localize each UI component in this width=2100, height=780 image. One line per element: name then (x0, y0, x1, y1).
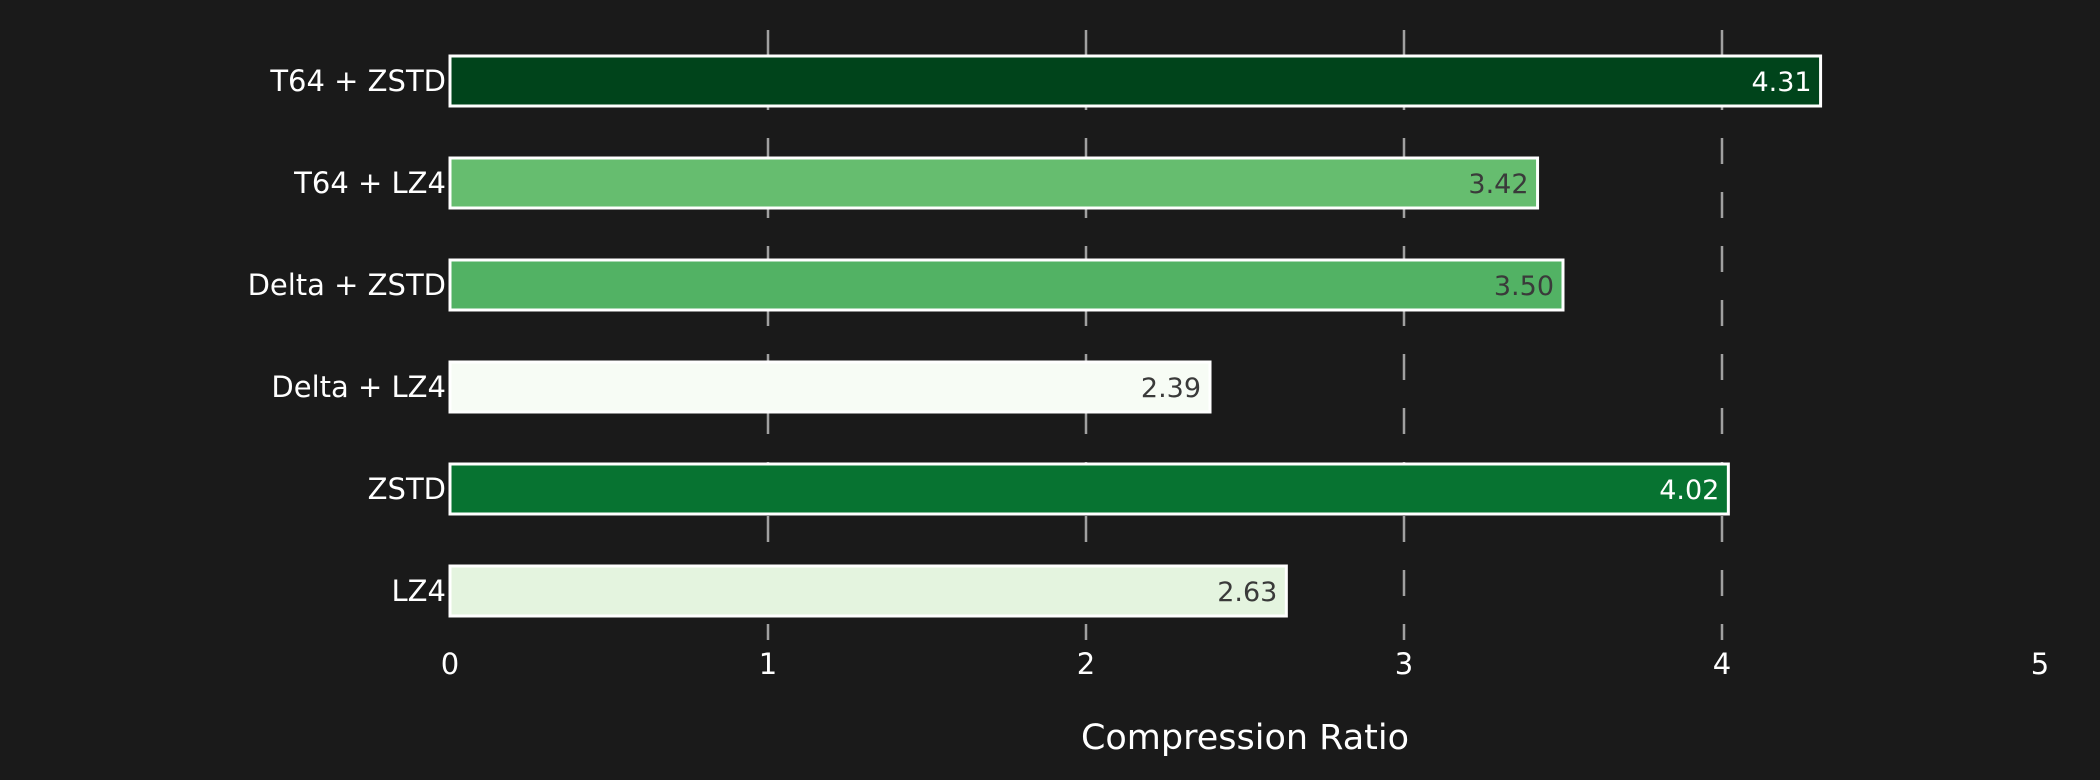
bar (448, 564, 1288, 618)
bar-value-label: 2.39 (1141, 373, 1201, 404)
bar (448, 360, 1212, 414)
grid-lines (766, 30, 1724, 640)
x-axis-title: Compression Ratio (1081, 718, 1409, 758)
category-label: Delta + LZ4 (271, 370, 446, 404)
x-tick-label: 0 (441, 647, 459, 681)
category-label: T64 + ZSTD (269, 64, 446, 98)
category-label: LZ4 (392, 574, 446, 608)
x-tick-labels: 0 1 2 3 4 5 (441, 647, 2049, 681)
x-tick-label: 5 (2031, 647, 2049, 681)
category-label: Delta + ZSTD (248, 268, 446, 302)
category-label: ZSTD (368, 472, 446, 506)
bar-value-label: 3.50 (1494, 271, 1554, 302)
x-tick-label: 2 (1077, 647, 1095, 681)
bar (448, 156, 1540, 210)
bar-value-label: 4.31 (1751, 67, 1811, 98)
bars: 4.31 3.42 3.50 2.39 4.02 2.63 (448, 54, 1823, 618)
bar-value-label: 4.02 (1659, 475, 1719, 506)
bar (448, 462, 1730, 516)
bar-value-label: 2.63 (1217, 577, 1277, 608)
category-label: T64 + LZ4 (293, 166, 446, 200)
category-labels: T64 + ZSTD T64 + LZ4 Delta + ZSTD Delta + L… (248, 64, 446, 608)
x-tick-label: 1 (759, 647, 777, 681)
bar (448, 54, 1823, 108)
bar-value-label: 3.42 (1468, 169, 1528, 200)
bar (448, 258, 1565, 312)
x-tick-label: 3 (1395, 647, 1413, 681)
x-tick-label: 4 (1713, 647, 1731, 681)
